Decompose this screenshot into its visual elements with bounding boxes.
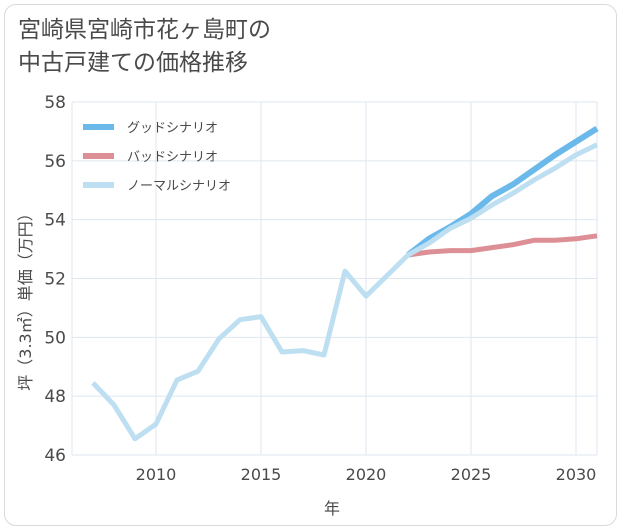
chart-title-line-2: 中古戸建ての価格推移 [18,50,248,76]
legend-label-normal: ノーマルシナリオ [127,179,231,194]
y-tick-label: 54 [44,211,66,231]
y-tick-label: 52 [44,270,66,290]
x-tick-label: 2020 [346,465,387,484]
y-tick-label: 48 [44,387,66,407]
chart-title-line-1: 宮崎県宮崎市花ヶ島町の [18,17,271,43]
y-tick-label: 56 [44,152,66,172]
grid-lines [71,101,598,456]
y-tick-label: 58 [44,93,66,113]
axes: 2010 2015 2020 2025 2030 46 48 50 52 54 56 58 [44,93,596,484]
x-axis-label: 年 [324,499,340,518]
series-line-bad [407,233,598,258]
legend-label-good: グッドシナリオ [127,121,218,136]
chart-card [4,4,617,526]
y-axis-label: 坪（3.3㎡）単価（万円） [16,205,35,390]
chart-title: 宮崎県宮崎市花ヶ島町の 中古戸建ての価格推移 [18,14,271,80]
x-tick-label: 2010 [136,465,177,484]
y-tick-label: 46 [44,446,66,466]
legend-label-bad: バッドシナリオ [127,150,218,165]
series-line-normal [91,142,599,442]
x-tick-label: 2030 [556,465,597,484]
data-series [91,125,599,442]
x-tick-label: 2025 [451,465,492,484]
y-tick-label: 50 [44,328,66,348]
x-tick-label: 2015 [241,465,282,484]
